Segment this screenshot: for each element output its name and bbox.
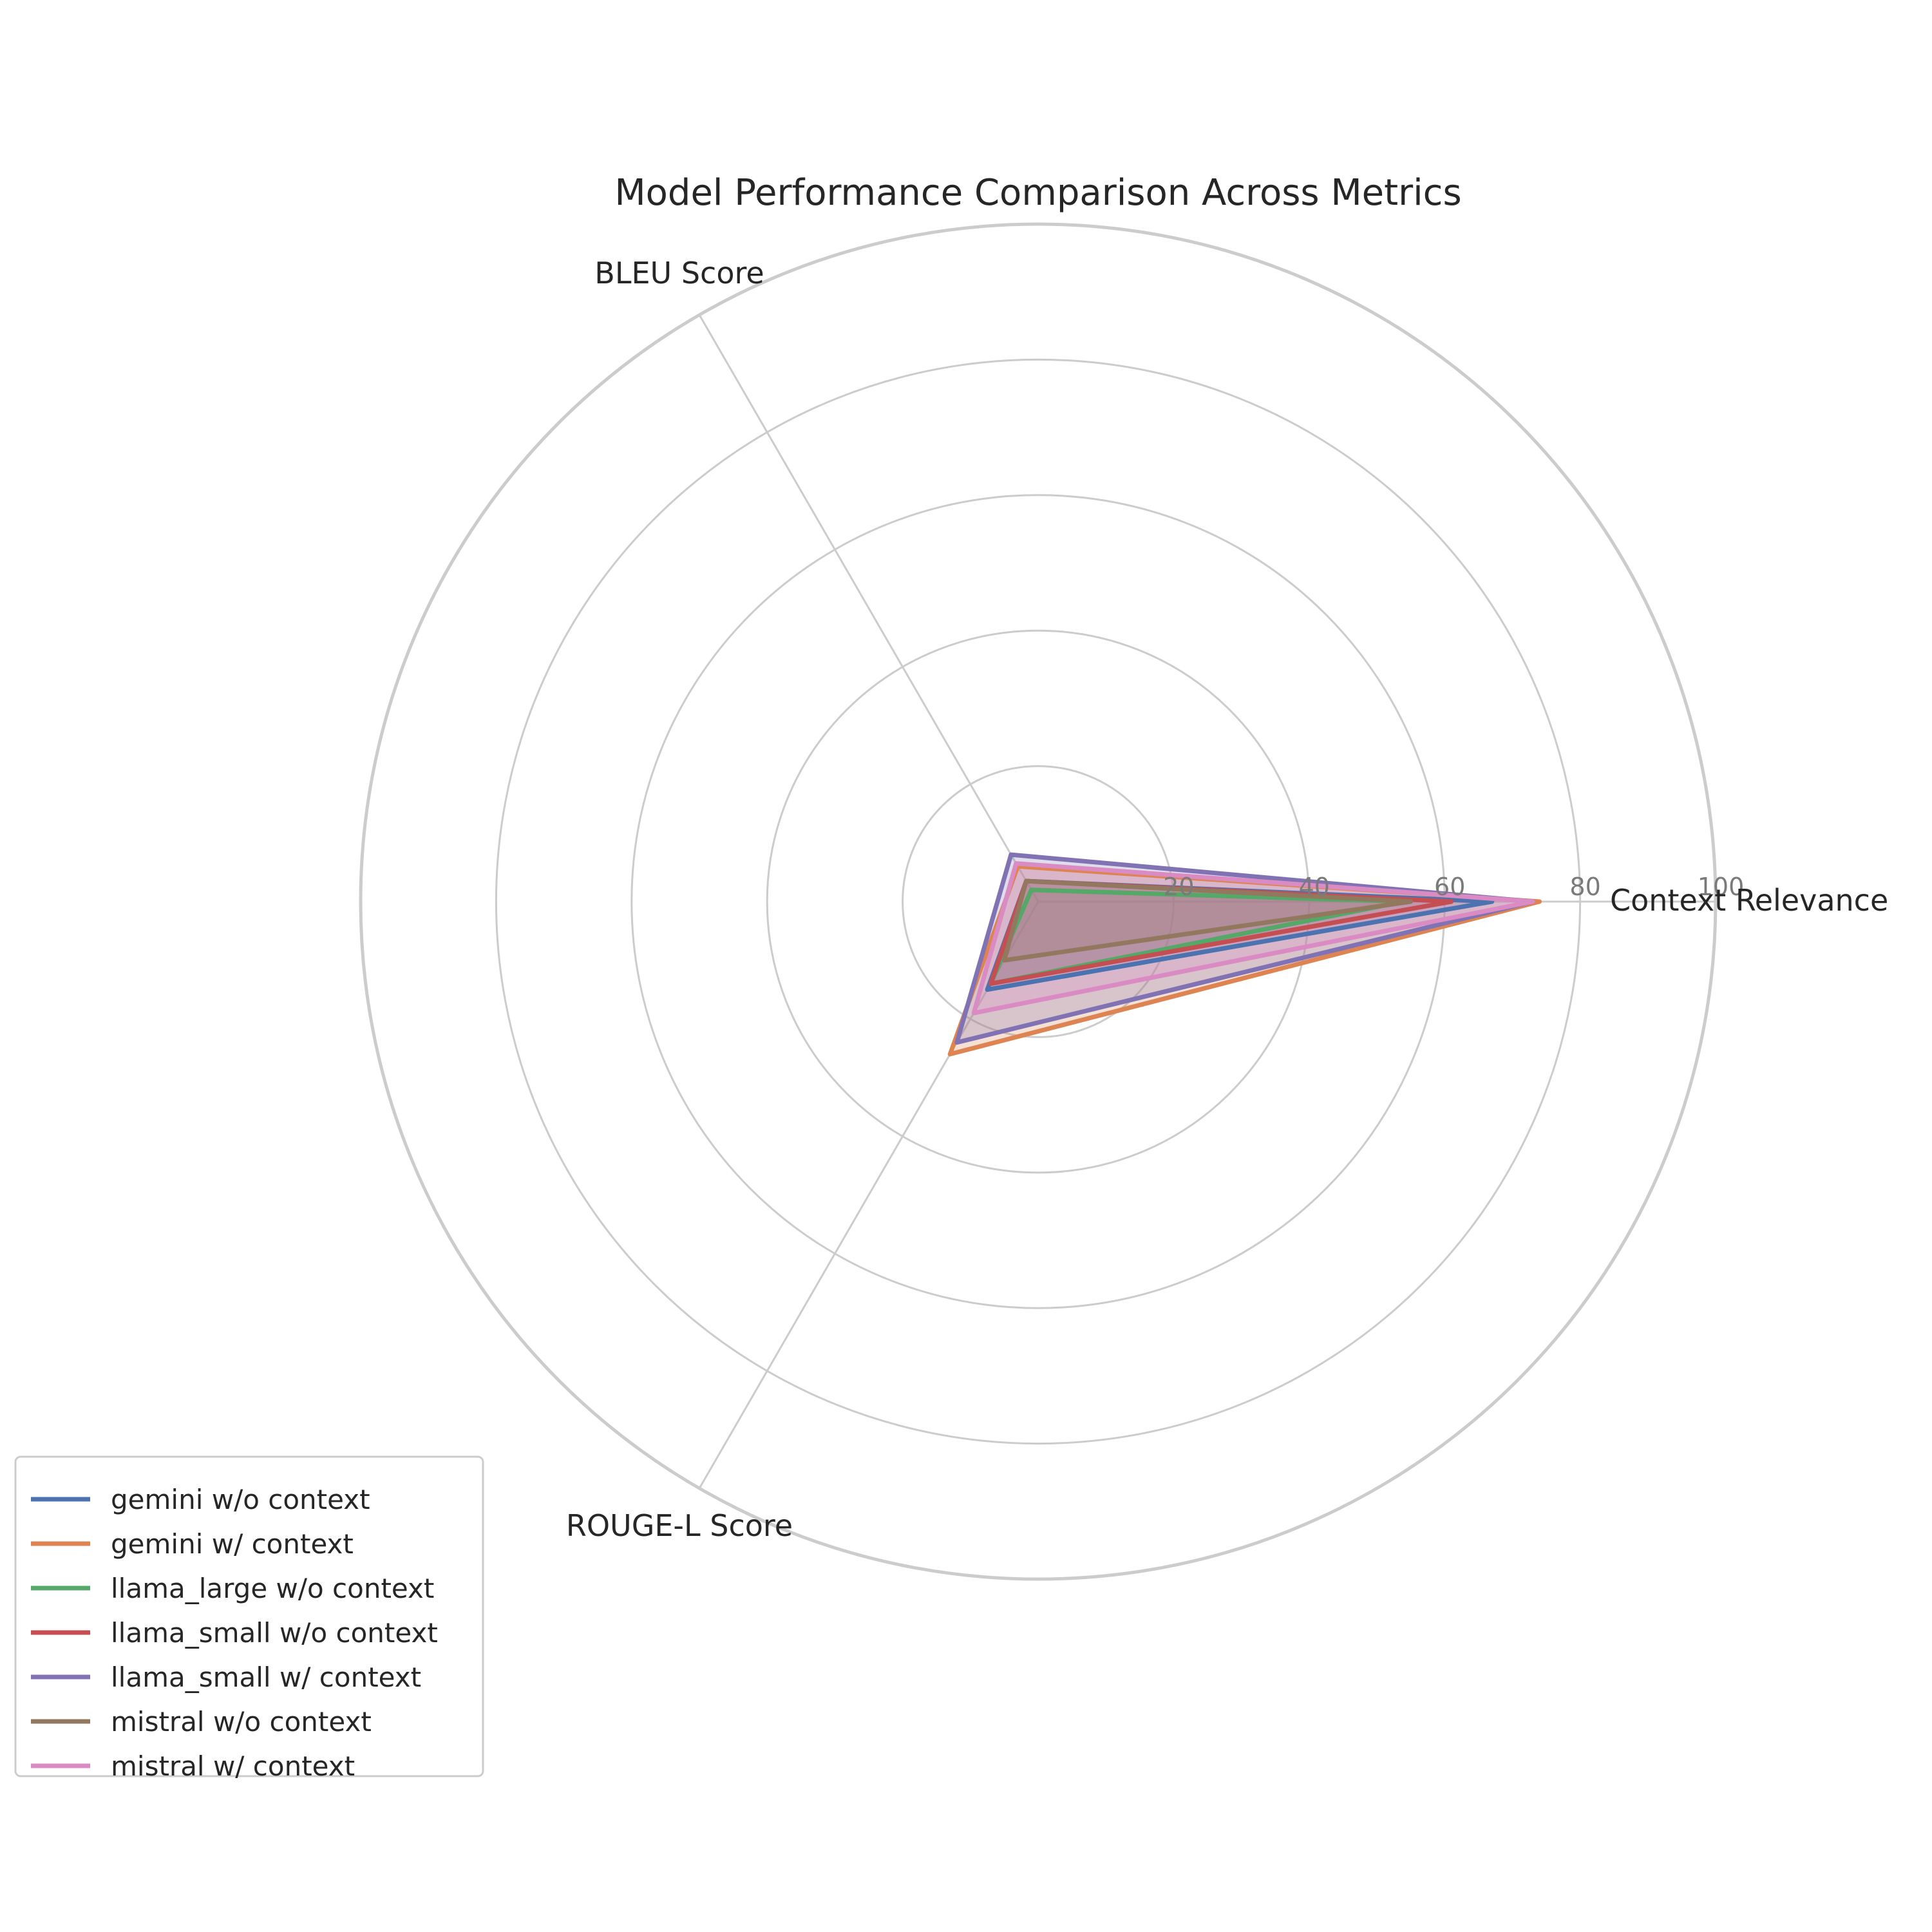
axis-spoke-2 <box>698 314 1039 902</box>
legend-label: llama_large w/o context <box>111 1573 434 1604</box>
legend-label: gemini w/ context <box>111 1528 354 1560</box>
series-fill-3 <box>990 889 1405 984</box>
axis-label: Context Relevance <box>1610 883 1888 918</box>
series-line-7 <box>971 861 1535 1016</box>
radar-series-layer <box>947 852 1542 1057</box>
legend-label: mistral w/ context <box>111 1750 355 1782</box>
legend-frame <box>14 1455 484 1777</box>
legend: gemini w/o context gemini w/ context llama… <box>14 1455 484 1782</box>
series-fill-4 <box>990 881 1452 984</box>
axis-spoke-3 <box>698 901 1039 1489</box>
legend-label: llama_small w/ context <box>111 1662 421 1693</box>
r-tick-label: 20 <box>1163 873 1194 901</box>
r-tick-label: 60 <box>1434 873 1465 901</box>
series-line-6 <box>1001 878 1414 963</box>
axis-label: ROUGE-L Score <box>566 1508 793 1543</box>
legend-label: mistral w/o context <box>111 1706 372 1738</box>
chart-title: Model Performance Comparison Across Metr… <box>614 172 1461 214</box>
r-tick-label: 80 <box>1569 873 1600 901</box>
series-line-5 <box>954 852 1535 1045</box>
axis-label: BLEU Score <box>594 256 764 290</box>
r-tick-label: 40 <box>1299 873 1330 901</box>
legend-label: llama_small w/o context <box>111 1617 438 1649</box>
legend-items: gemini w/o context gemini w/ context llama… <box>31 1484 438 1782</box>
legend-label: gemini w/o context <box>111 1484 370 1515</box>
r-tick-label: 100 <box>1698 873 1745 901</box>
